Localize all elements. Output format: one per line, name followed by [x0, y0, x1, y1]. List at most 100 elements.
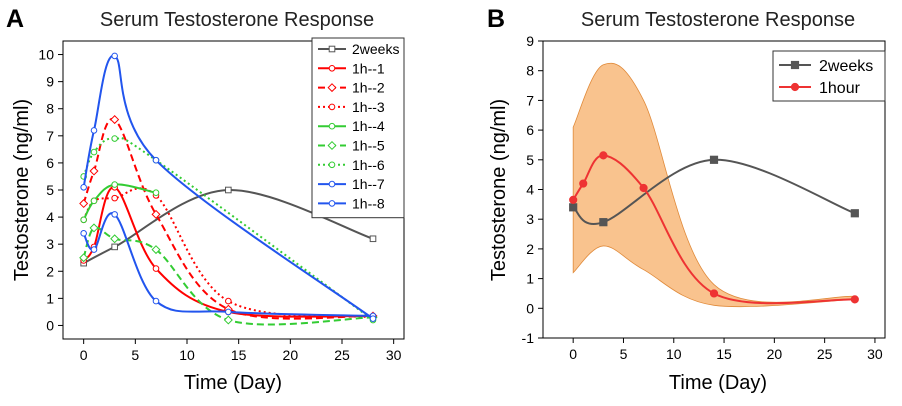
legend-b-box: [772, 50, 886, 102]
chart-a-xtick-label: 15: [231, 347, 247, 363]
series-line-1h--6: [82, 137, 374, 321]
series-2weeks: [569, 155, 859, 227]
chart-b-xtick-label: 10: [666, 346, 682, 362]
chart-b-xtick-label: 0: [569, 346, 577, 362]
data-point-1hour: [579, 179, 588, 188]
data-point-2weeks: [850, 209, 859, 218]
data-point-1hour: [569, 195, 578, 204]
chart-a-xtick-label: 10: [179, 347, 195, 363]
legend-label: 1h--1: [352, 60, 385, 76]
chart-b-xlabel: Time (Day): [669, 372, 767, 394]
chart-b-xtick-label: 20: [767, 346, 783, 362]
data-point-1h--6: [90, 148, 98, 156]
data-point-1h--5: [223, 315, 233, 325]
chart-a-xtick-label: 25: [334, 347, 350, 363]
legend-label: 1hour: [819, 80, 861, 97]
panel-a: A Serum Testosterone Response Time (Day)…: [6, 5, 405, 394]
chart-b-ytick-label: 9: [526, 33, 534, 49]
legend-marker-1h--7: [328, 180, 336, 188]
series-line-1h--4: [82, 183, 157, 221]
series-1h--7: [80, 211, 377, 320]
legend-label: 2weeks: [352, 41, 399, 57]
legend-marker-1hour: [790, 82, 800, 92]
legend-label: 2weeks: [819, 58, 873, 75]
chart-a-ytick-label: 4: [46, 209, 54, 225]
chart-b-ytick-label: 4: [526, 182, 534, 198]
data-point-1h--1: [152, 265, 160, 272]
legend-label: 1h--2: [352, 80, 385, 96]
panel-letter-a: A: [6, 5, 24, 33]
data-point-1h--8: [80, 183, 87, 191]
data-point-2weeks: [369, 235, 377, 243]
chart-a-ytick-label: 5: [46, 182, 54, 198]
data-point-2weeks: [569, 203, 578, 212]
data-point-1h--6: [111, 135, 118, 142]
data-point-1h--7: [90, 246, 98, 253]
chart-a-title: Serum Testosterone Response: [100, 9, 374, 31]
chart-b-ytick-label: -1: [522, 330, 535, 346]
data-point-1h--2: [89, 166, 99, 176]
chart-b-xtick-label: 5: [620, 346, 628, 362]
legend-marker-1h--3: [328, 103, 336, 111]
chart-a-ytick-label: 7: [46, 128, 54, 144]
legend-label: 1h--6: [352, 157, 385, 173]
data-point-1h--7: [152, 297, 160, 305]
data-point-1h--5: [151, 245, 161, 255]
chart-a-xtick-label: 20: [283, 347, 299, 363]
data-point-2weeks: [709, 155, 719, 164]
legend-marker-1h--6: [328, 161, 336, 169]
legend-marker-1h--2: [327, 83, 337, 93]
chart-a-ytick-label: 3: [46, 236, 54, 252]
chart-a-ytick-label: 9: [46, 74, 54, 90]
series-1hour: [569, 151, 859, 305]
chart-b-title: Serum Testosterone Response: [581, 9, 855, 31]
legend-label: 1h--8: [352, 195, 385, 211]
chart-b-ytick-label: 2: [526, 241, 534, 257]
chart-a-xlabel: Time (Day): [184, 372, 282, 394]
data-point-2weeks: [111, 243, 118, 251]
data-point-1h--8: [369, 315, 377, 322]
chart-a-xtick-label: 0: [80, 347, 88, 363]
chart-b-xtick-label: 25: [817, 346, 833, 362]
data-point-2weeks: [225, 186, 232, 194]
data-point-1h--8: [111, 52, 118, 60]
chart-a-ytick-label: 2: [46, 263, 54, 279]
legend-marker-1h--4: [328, 122, 336, 130]
chart-a-ytick-label: 6: [46, 155, 54, 171]
series-1h--8: [80, 52, 377, 322]
panel-b: B Serum Testosterone Response Time (Day)…: [487, 5, 886, 394]
data-point-1h--4: [90, 197, 98, 205]
legend-label: 1h--4: [352, 118, 385, 134]
data-point-1h--7: [111, 211, 118, 218]
data-point-1h--5: [89, 223, 99, 233]
data-point-1h--2: [110, 115, 120, 125]
data-point-2weeks: [599, 218, 608, 227]
data-point-1hour: [599, 151, 608, 160]
data-point-1h--5: [110, 234, 120, 244]
data-point-1h--4: [80, 216, 87, 224]
chart-b-ytick-label: 3: [526, 211, 534, 227]
chart-a-xtick-label: 5: [131, 347, 139, 363]
chart-b-ytick-label: 8: [526, 63, 534, 79]
chart-a-xtick-label: 30: [386, 347, 402, 363]
legend-label: 1h--5: [352, 138, 385, 154]
chart-a-ytick-label: 1: [46, 290, 54, 306]
chart-b-ylabel: Testosterone (ng/ml): [488, 99, 510, 281]
legend-label: 1h--7: [352, 176, 385, 192]
data-point-1h--5: [79, 253, 89, 263]
data-point-1h--7: [225, 308, 232, 316]
chart-a-ytick-label: 0: [46, 317, 54, 333]
data-point-1h--4: [111, 181, 118, 188]
series-1h--4: [80, 181, 160, 224]
data-point-1h--2: [151, 209, 161, 219]
chart-b-ytick-label: 7: [526, 92, 534, 108]
chart-b-ytick-label: 6: [526, 122, 534, 138]
chart-b-xtick-label: 30: [867, 346, 883, 362]
chart-a-ytick-label: 8: [46, 101, 54, 117]
chart-a-ytick-label: 10: [38, 47, 54, 63]
data-point-1h--7: [80, 230, 87, 237]
series-line-2weeks: [572, 158, 856, 225]
data-point-1h--3: [225, 297, 232, 305]
chart-b-ytick-label: 1: [526, 271, 534, 287]
